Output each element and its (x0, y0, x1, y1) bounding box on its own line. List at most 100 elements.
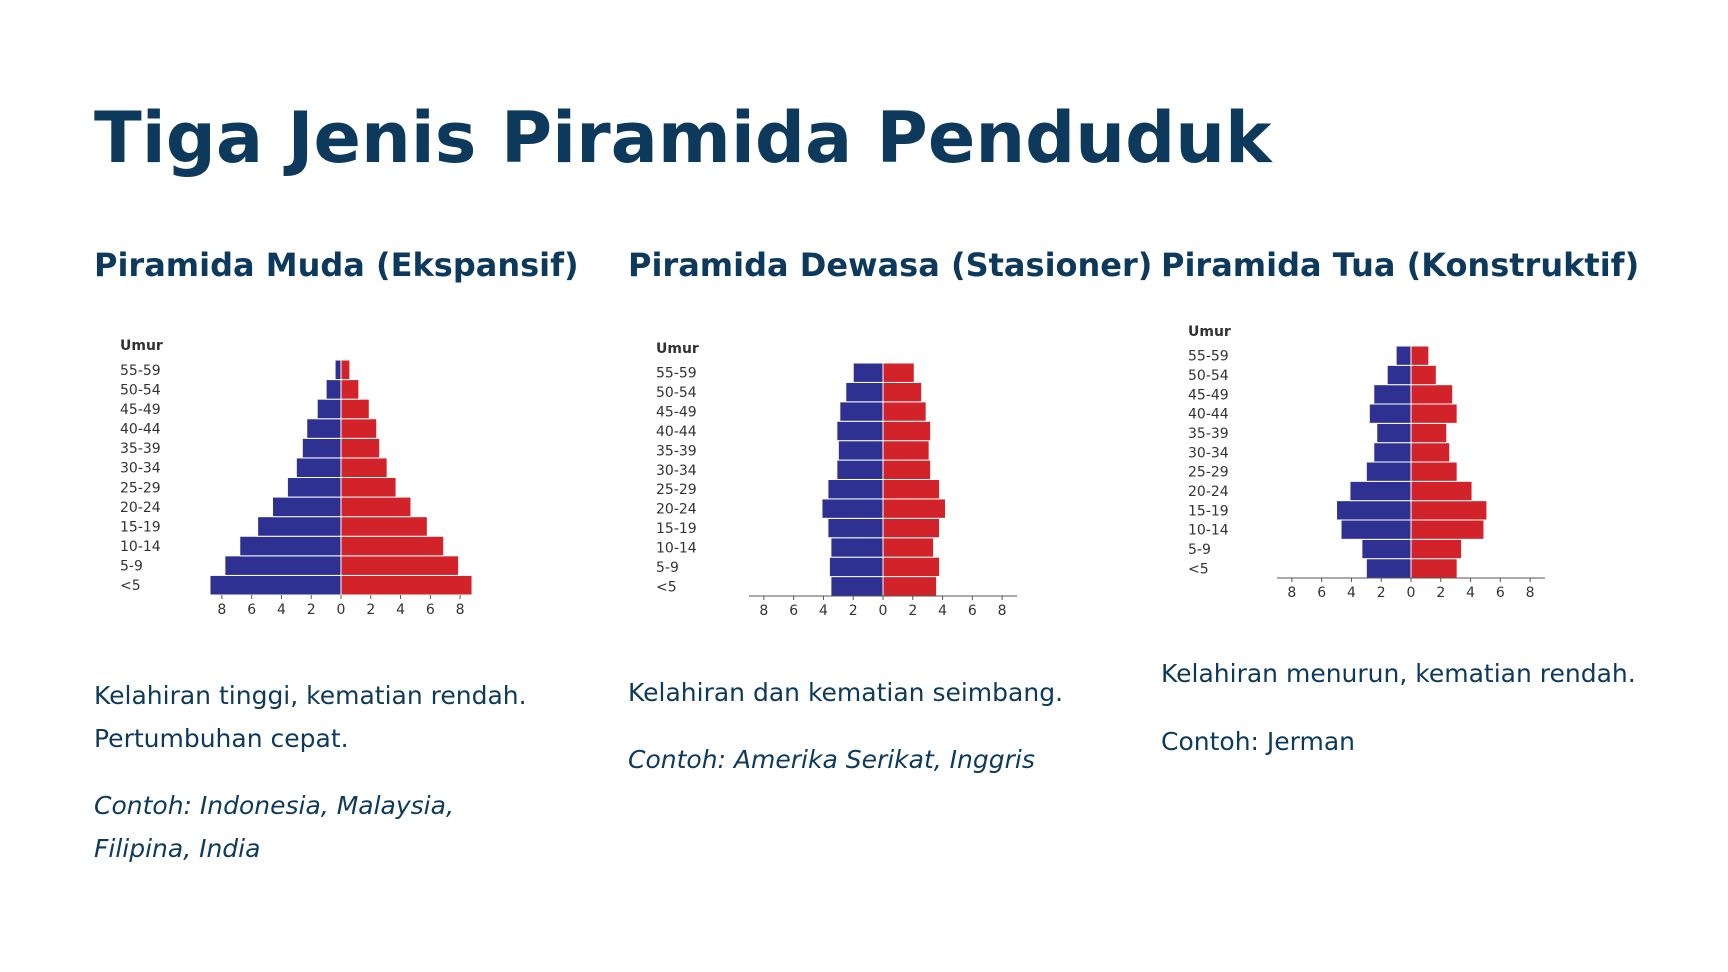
bar (334, 359, 342, 381)
x-tick-label: 2 (307, 602, 316, 618)
y-tick-label: 15-19 (120, 519, 161, 535)
y-tick-label: 50-54 (656, 385, 697, 401)
bar (340, 496, 412, 518)
bar (830, 576, 884, 597)
y-tick-label: 20-24 (656, 502, 697, 518)
bar (882, 479, 941, 500)
x-tick-label: 4 (938, 603, 947, 619)
y-tick-label: <5 (656, 579, 677, 595)
bar (1361, 538, 1412, 560)
x-tick-label: 4 (277, 602, 286, 618)
y-tick-label: 5-9 (120, 559, 143, 575)
x-tick-label: 4 (1347, 585, 1356, 601)
bar (340, 359, 351, 381)
description: Pertumbuhan cepat. (94, 724, 349, 753)
chart-title: Piramida Dewasa (Stasioner) (628, 246, 1152, 284)
bar (1410, 422, 1448, 444)
bar (239, 535, 342, 557)
y-tick-label: 55-59 (656, 366, 697, 382)
bar (209, 574, 342, 596)
x-tick-label: 8 (1526, 585, 1535, 601)
bar (1410, 442, 1451, 463)
y-axis-label: Umur (656, 341, 699, 357)
y-tick-label: 25-29 (120, 480, 161, 496)
bar (882, 517, 941, 539)
bar (1365, 558, 1412, 579)
y-tick-label: 40-44 (1188, 407, 1229, 423)
x-tick-label: 2 (1436, 585, 1445, 601)
y-tick-label: 35-39 (120, 441, 161, 457)
y-tick-label: 35-39 (1188, 426, 1229, 442)
y-tick-label: <5 (120, 578, 141, 594)
slide-title: Tiga Jenis Piramida Penduduk (94, 97, 1273, 179)
example: Contoh: Jerman (1161, 727, 1355, 756)
x-tick-label: 2 (849, 603, 858, 619)
bar (340, 379, 360, 400)
bar (1410, 403, 1458, 424)
bar (1340, 519, 1412, 540)
x-tick-label: 6 (247, 602, 256, 618)
bar (340, 516, 428, 537)
bar (852, 362, 884, 383)
bar (882, 556, 941, 578)
x-tick-label: 4 (1466, 585, 1475, 601)
bar (1373, 384, 1412, 405)
bar (882, 381, 923, 403)
bar (1386, 364, 1412, 386)
x-tick-label: 8 (998, 603, 1007, 619)
y-axis-label: Umur (120, 338, 163, 354)
bar (837, 440, 884, 461)
bar (257, 516, 342, 537)
bar (286, 477, 342, 498)
y-tick-label: 10-14 (656, 540, 697, 556)
bar (306, 418, 342, 439)
y-tick-label: 55-59 (1188, 349, 1229, 365)
bar (827, 517, 884, 539)
bar (1410, 364, 1437, 386)
bar (340, 555, 460, 576)
bar (340, 437, 381, 459)
bar (325, 379, 342, 400)
bar (1410, 345, 1430, 366)
x-tick-label: 2 (1377, 585, 1386, 601)
description: Kelahiran tinggi, kematian rendah. (94, 681, 527, 710)
bar (340, 398, 370, 420)
bar (340, 574, 473, 596)
bar (1410, 384, 1454, 405)
bar (882, 362, 915, 383)
y-tick-label: 55-59 (120, 363, 161, 379)
bar (830, 537, 884, 558)
x-tick-label: 4 (819, 603, 828, 619)
y-tick-label: 50-54 (1188, 368, 1229, 384)
example: Contoh: Indonesia, Malaysia, (94, 791, 454, 820)
y-tick-label: <5 (1188, 561, 1209, 577)
bar (845, 381, 884, 403)
bar (1410, 519, 1485, 540)
bar (827, 479, 884, 500)
bar (828, 556, 884, 578)
bar (340, 477, 397, 498)
x-tick-label: 6 (789, 603, 798, 619)
bar (882, 576, 938, 597)
x-tick-label: 2 (366, 602, 375, 618)
y-tick-label: 10-14 (1188, 523, 1229, 539)
bar (882, 537, 935, 558)
y-tick-label: 10-14 (120, 539, 161, 555)
bar (1410, 500, 1488, 521)
bar (272, 496, 342, 518)
y-tick-label: 35-39 (656, 443, 697, 459)
y-tick-label: 5-9 (1188, 542, 1211, 558)
description: Kelahiran dan kematian seimbang. (628, 678, 1063, 707)
x-tick-label: 6 (1317, 585, 1326, 601)
y-tick-label: 5-9 (656, 560, 679, 576)
chart-title: Piramida Muda (Ekspansif) (94, 246, 579, 284)
y-tick-label: 20-24 (120, 500, 161, 516)
x-tick-label: 8 (217, 602, 226, 618)
example: Filipina, India (94, 834, 260, 863)
bar (295, 457, 342, 478)
y-tick-label: 30-34 (120, 461, 161, 477)
chart-title: Piramida Tua (Konstruktif) (1161, 246, 1639, 284)
bar (1410, 558, 1458, 579)
y-tick-label: 45-49 (1188, 387, 1229, 403)
